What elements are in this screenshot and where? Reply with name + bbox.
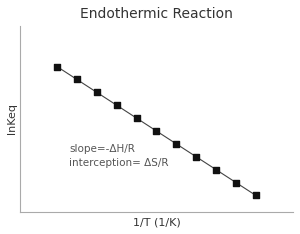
Point (214, 168, 218, 172)
Point (94, 91, 99, 94)
Title: Endothermic Reaction: Endothermic Reaction (80, 7, 233, 21)
Point (134, 116, 139, 120)
Point (254, 194, 258, 197)
Point (194, 155, 199, 159)
Point (74, 77, 79, 81)
Point (114, 103, 119, 107)
Point (55, 65, 59, 68)
X-axis label: 1/T (1/K): 1/T (1/K) (133, 217, 180, 227)
Y-axis label: lnKeq: lnKeq (7, 103, 17, 134)
Point (154, 129, 159, 133)
Text: slope=-ΔH/R
interception= ΔS/R: slope=-ΔH/R interception= ΔS/R (69, 144, 168, 168)
Point (233, 181, 238, 184)
Point (174, 142, 179, 146)
